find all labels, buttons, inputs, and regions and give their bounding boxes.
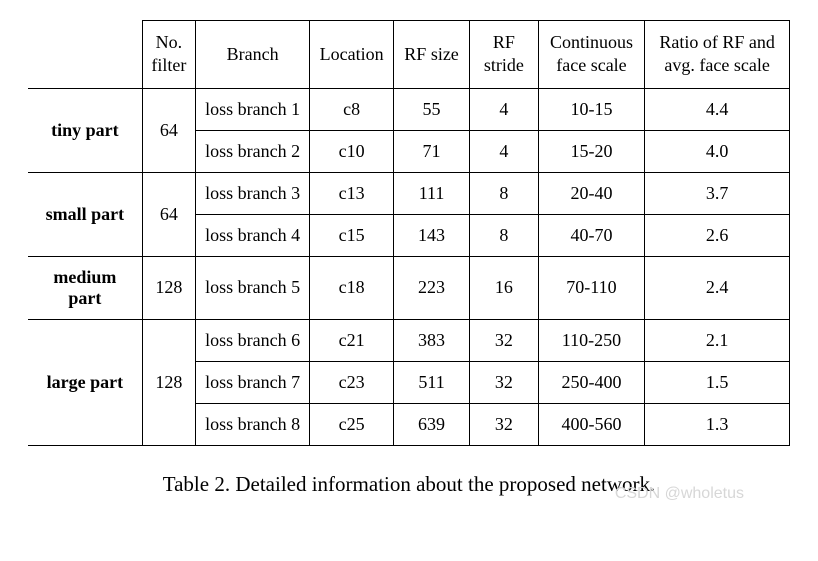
network-details-table: No. filter Branch Location RF size RF st… [28,20,790,446]
header-ratio-l2: avg. face scale [664,55,769,75]
cell-face-scale: 110-250 [538,319,645,361]
no-filter-medium: 128 [142,256,195,319]
cell-branch: loss branch 5 [196,256,310,319]
cell-rf-stride: 32 [470,361,539,403]
cell-rf-stride: 16 [470,256,539,319]
cell-location: c15 [310,214,394,256]
header-rf-stride: RF stride [470,21,539,89]
header-rf-stride-l1: RF [493,32,515,52]
cell-ratio: 1.3 [645,403,790,445]
cell-rf-size: 639 [393,403,469,445]
cell-face-scale: 15-20 [538,130,645,172]
no-filter-tiny: 64 [142,88,195,172]
cell-rf-stride: 8 [470,214,539,256]
cell-ratio: 1.5 [645,361,790,403]
table-row: medium part 128 loss branch 5 c18 223 16… [28,256,790,319]
header-row: No. filter Branch Location RF size RF st… [28,21,790,89]
table-row: large part 128 loss branch 6 c21 383 32 … [28,319,790,361]
cell-rf-stride: 4 [470,130,539,172]
part-medium: medium part [28,256,142,319]
cell-rf-size: 223 [393,256,469,319]
header-branch: Branch [196,21,310,89]
header-no-filter: No. filter [142,21,195,89]
cell-branch: loss branch 7 [196,361,310,403]
cell-ratio: 2.1 [645,319,790,361]
table-row: tiny part 64 loss branch 1 c8 55 4 10-15… [28,88,790,130]
header-face-scale: Continuous face scale [538,21,645,89]
cell-ratio: 2.4 [645,256,790,319]
cell-rf-size: 383 [393,319,469,361]
cell-branch: loss branch 6 [196,319,310,361]
cell-location: c8 [310,88,394,130]
cell-rf-stride: 32 [470,403,539,445]
header-face-scale-l2: face scale [556,55,626,75]
header-ratio-l1: Ratio of RF and [659,32,775,52]
no-filter-small: 64 [142,172,195,256]
table-caption-wrap: Table 2. Detailed information about the … [28,472,790,497]
cell-face-scale: 20-40 [538,172,645,214]
cell-rf-stride: 8 [470,172,539,214]
cell-location: c23 [310,361,394,403]
cell-rf-size: 111 [393,172,469,214]
cell-rf-size: 143 [393,214,469,256]
cell-location: c13 [310,172,394,214]
cell-rf-stride: 32 [470,319,539,361]
header-face-scale-l1: Continuous [550,32,633,52]
part-small: small part [28,172,142,256]
cell-branch: loss branch 4 [196,214,310,256]
cell-branch: loss branch 2 [196,130,310,172]
header-rf-size: RF size [393,21,469,89]
cell-rf-size: 55 [393,88,469,130]
header-ratio: Ratio of RF and avg. face scale [645,21,790,89]
part-tiny: tiny part [28,88,142,172]
table-caption: Table 2. Detailed information about the … [163,472,655,496]
header-no-filter-l1: No. [156,32,183,52]
cell-face-scale: 70-110 [538,256,645,319]
cell-rf-size: 71 [393,130,469,172]
part-large: large part [28,319,142,445]
header-blank [28,21,142,89]
cell-ratio: 3.7 [645,172,790,214]
cell-location: c10 [310,130,394,172]
cell-face-scale: 400-560 [538,403,645,445]
cell-location: c21 [310,319,394,361]
header-location: Location [310,21,394,89]
cell-ratio: 4.0 [645,130,790,172]
cell-rf-stride: 4 [470,88,539,130]
header-rf-stride-l2: stride [484,55,524,75]
cell-location: c18 [310,256,394,319]
cell-location: c25 [310,403,394,445]
cell-face-scale: 40-70 [538,214,645,256]
cell-branch: loss branch 8 [196,403,310,445]
cell-rf-size: 511 [393,361,469,403]
cell-branch: loss branch 3 [196,172,310,214]
cell-branch: loss branch 1 [196,88,310,130]
table-row: small part 64 loss branch 3 c13 111 8 20… [28,172,790,214]
no-filter-large: 128 [142,319,195,445]
cell-ratio: 2.6 [645,214,790,256]
cell-face-scale: 250-400 [538,361,645,403]
cell-ratio: 4.4 [645,88,790,130]
header-no-filter-l2: filter [151,55,186,75]
cell-face-scale: 10-15 [538,88,645,130]
